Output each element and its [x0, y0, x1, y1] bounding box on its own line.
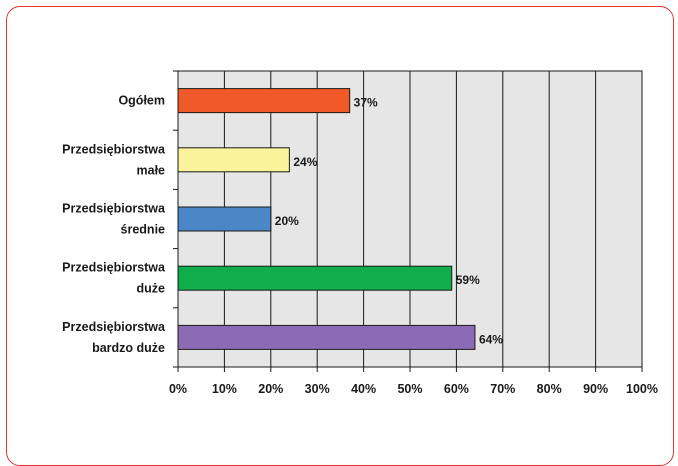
bar [177, 206, 272, 232]
category-label: Przedsiębiorstwa [62, 202, 166, 216]
x-tick-label: 100% [626, 382, 658, 396]
data-label: 59% [456, 273, 480, 287]
x-tick-label: 0% [169, 382, 187, 396]
x-tick-label: 30% [305, 382, 330, 396]
bar [177, 324, 476, 350]
data-label: 37% [354, 96, 378, 110]
category-label: Ogółem [118, 94, 165, 108]
x-tick-label: 60% [444, 382, 469, 396]
x-tick-label: 50% [397, 382, 422, 396]
category-label: Przedsiębiorstwa [62, 142, 166, 156]
x-tick-label: 20% [258, 382, 283, 396]
x-tick-label: 90% [583, 382, 608, 396]
x-tick-label: 10% [212, 382, 237, 396]
bar [177, 265, 453, 291]
x-tick-label: 40% [351, 382, 376, 396]
category-label: Przedsiębiorstwa [62, 320, 166, 334]
data-label: 20% [275, 214, 299, 228]
x-tick-label: 80% [537, 382, 562, 396]
category-label: Przedsiębiorstwa [62, 261, 166, 275]
x-tick-label: 70% [490, 382, 515, 396]
category-label: duże [137, 282, 166, 296]
bar [177, 88, 351, 114]
category-label: bardzo duże [92, 341, 165, 355]
data-label: 24% [293, 155, 317, 169]
category-label: małe [137, 163, 166, 177]
bar-chart: 37% Ogółem 24% Przedsiębiorstwa małe 20% Przed… [62, 70, 658, 396]
bar [177, 147, 290, 173]
category-label: średnie [121, 223, 166, 237]
data-label: 64% [479, 332, 503, 346]
